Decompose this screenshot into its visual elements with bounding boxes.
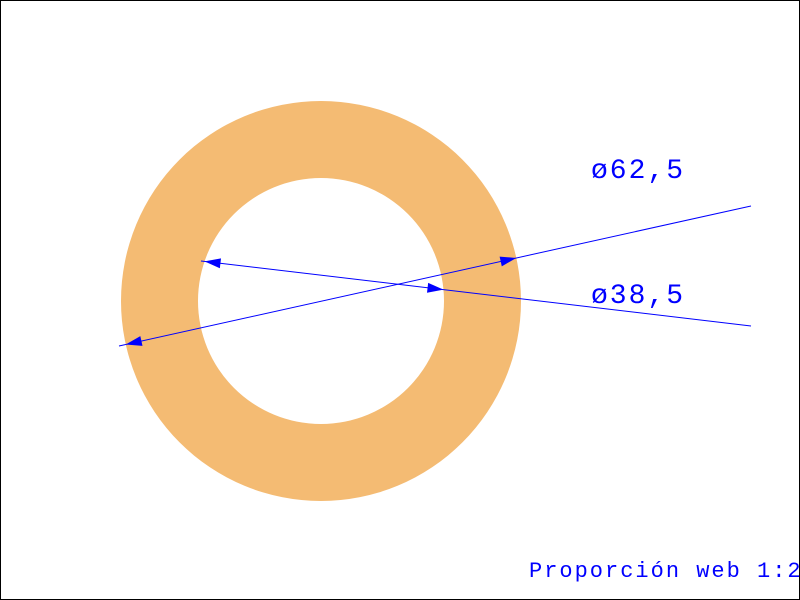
inner-diameter-label: ø38,5 — [591, 281, 685, 312]
diagram-canvas: ø62,5 ø38,5 Proporción web 1:2 — [0, 0, 800, 600]
outer-diameter-label: ø62,5 — [591, 156, 685, 187]
footer-scale-label: Proporción web 1:2 — [529, 559, 800, 584]
